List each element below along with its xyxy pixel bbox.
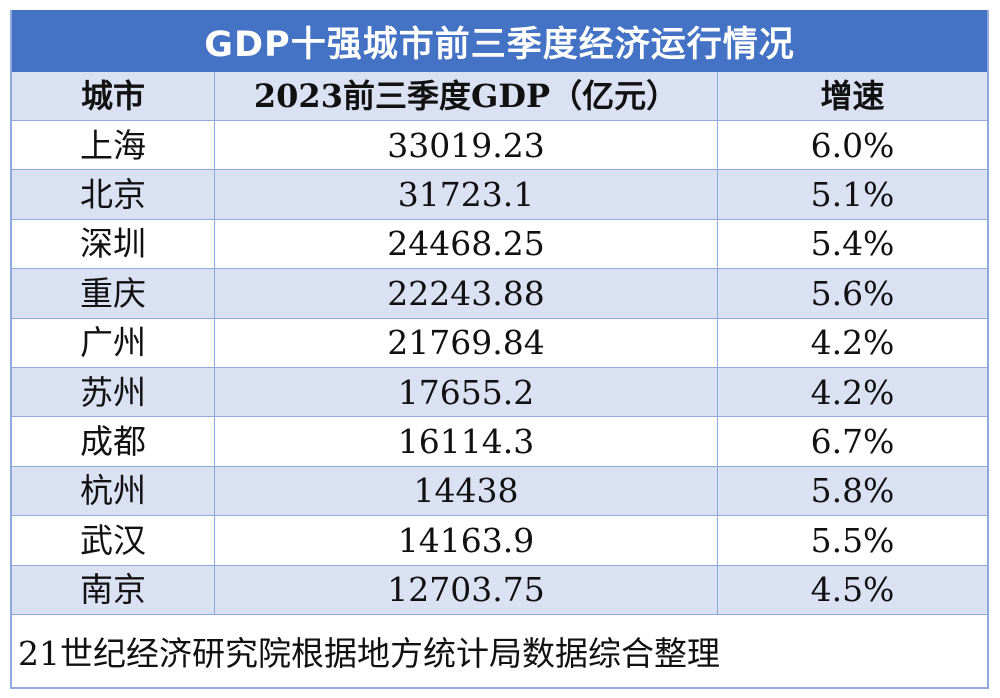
- table-row: 广州 21769.84 4.2%: [12, 318, 987, 368]
- city-cell: 杭州: [12, 466, 215, 516]
- gdp-cell: 14438: [215, 466, 718, 516]
- growth-cell: 5.6%: [810, 273, 895, 313]
- city-cell: 重庆: [12, 269, 215, 318]
- gdp-cell: 16114.3: [215, 417, 718, 466]
- growth-cell: 4.2%: [810, 372, 895, 412]
- gdp-cell: 22243.88: [215, 269, 718, 318]
- source-note: 21世纪经济研究院根据地方统计局数据综合整理: [12, 614, 987, 687]
- city-cell: 广州: [12, 318, 215, 367]
- table-row: 上海 33019.23 6.0%: [12, 121, 987, 171]
- city-cell: 北京: [12, 170, 215, 219]
- header-gdp: 2023前三季度GDP（亿元）: [215, 72, 718, 120]
- growth-cell: 4.2%: [810, 323, 895, 363]
- city-cell: 深圳: [12, 219, 215, 269]
- growth-cell: 5.8%: [810, 471, 895, 511]
- city-cell: 南京: [12, 565, 215, 614]
- table-title: GDP十强城市前三季度经济运行情况: [12, 10, 987, 72]
- header-city: 城市: [12, 72, 215, 120]
- table-row: 杭州 14438 5.8%: [12, 466, 987, 517]
- city-cell: 武汉: [12, 516, 215, 565]
- growth-cell: 6.0%: [810, 125, 895, 165]
- growth-cell: 4.5%: [810, 570, 895, 610]
- city-cell: 上海: [12, 121, 215, 170]
- gdp-cell: 33019.23: [215, 121, 718, 170]
- gdp-cell: 17655.2: [215, 367, 718, 417]
- gdp-cell: 14163.9: [215, 516, 718, 565]
- header-growth: 增速: [820, 77, 885, 115]
- gdp-cell: 31723.1: [215, 170, 718, 219]
- table-row: 北京 31723.1 5.1%: [12, 170, 987, 220]
- table-row: 苏州 17655.2 4.2%: [12, 367, 987, 418]
- table-row: 成都 16114.3 6.7%: [12, 417, 987, 467]
- growth-cell: 5.5%: [810, 520, 895, 560]
- table-row: 南京 12703.75 4.5%: [12, 565, 987, 615]
- city-cell: 成都: [12, 417, 215, 466]
- gdp-cell: 24468.25: [215, 219, 718, 269]
- growth-cell: 6.7%: [810, 422, 895, 462]
- gdp-cell: 21769.84: [215, 318, 718, 367]
- table-row: 重庆 22243.88 5.6%: [12, 269, 987, 319]
- growth-cell: 5.1%: [810, 175, 895, 215]
- city-cell: 苏州: [12, 367, 215, 417]
- table-row: 深圳 24468.25 5.4%: [12, 219, 987, 270]
- gdp-cell: 12703.75: [215, 565, 718, 614]
- table-row: 武汉 14163.9 5.5%: [12, 516, 987, 566]
- header-row: 城市 2023前三季度GDP（亿元） 增速: [12, 72, 987, 121]
- growth-cell: 5.4%: [810, 224, 895, 264]
- gdp-table: GDP十强城市前三季度经济运行情况 城市 2023前三季度GDP（亿元） 增速 …: [10, 10, 989, 689]
